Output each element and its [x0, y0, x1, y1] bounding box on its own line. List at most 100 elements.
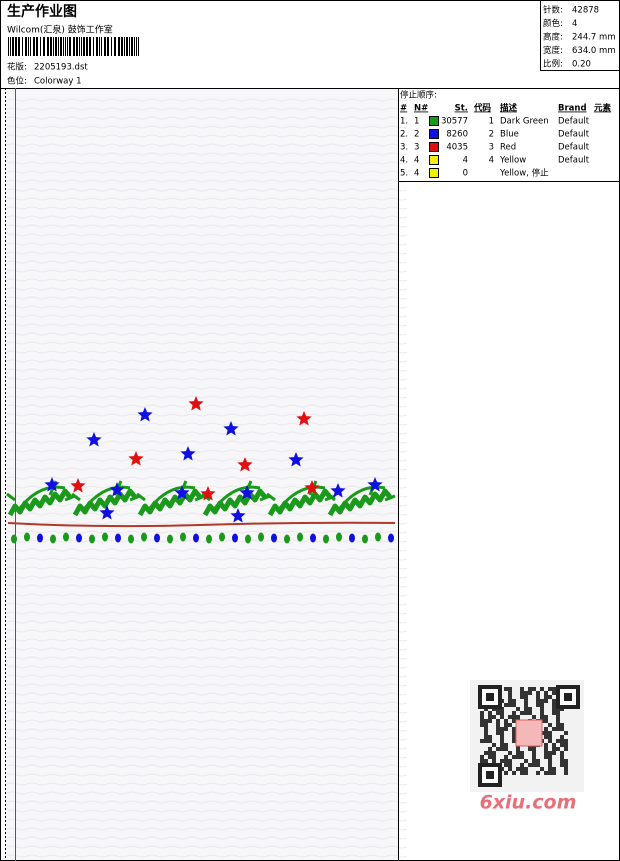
qr-cell: [564, 771, 568, 775]
qr-cell: [512, 755, 516, 759]
qr-cell: [540, 767, 544, 771]
bar: [126, 37, 128, 56]
stop-table: # N# St. 代码 描述 Brand 元素 1. 1 30577 1 Dark Green Defa…: [400, 103, 612, 179]
stat-value: 634.0 mm: [572, 46, 616, 56]
stitches: 4: [463, 156, 468, 166]
qr-cell: [520, 691, 524, 695]
leaf: [375, 532, 381, 542]
texture-line: [6, 332, 408, 336]
bar: [25, 37, 27, 56]
texture-line: [6, 134, 408, 138]
qr-cell: [484, 731, 488, 735]
texture-line: [6, 260, 408, 264]
qr-cell: [548, 755, 552, 759]
qr-cell: [504, 723, 508, 727]
qr-cell: [508, 715, 512, 719]
texture-line: [6, 602, 408, 606]
bar: [65, 37, 66, 56]
leaf: [271, 533, 277, 543]
leaf: [37, 533, 43, 543]
bar: [58, 37, 59, 56]
brand: Default: [558, 130, 590, 140]
texture-line: [6, 287, 408, 291]
bar: [40, 37, 41, 56]
qr-cell: [536, 699, 540, 703]
stitches: 8260: [446, 130, 468, 140]
qr-cell: [500, 759, 504, 763]
qr-cell: [496, 747, 500, 751]
qr-cell: [528, 763, 532, 767]
texture-line: [6, 755, 408, 759]
qr-cell: [480, 723, 484, 727]
qr-cell: [488, 755, 492, 759]
bar: [121, 37, 123, 56]
column-header: Brand: [558, 104, 587, 114]
flower: [180, 446, 196, 461]
texture-line: [6, 179, 408, 183]
qr-cell: [484, 719, 488, 723]
qr-cell: [512, 715, 516, 719]
bar: [134, 37, 135, 56]
texture-line: [6, 422, 408, 426]
flower: [200, 486, 216, 501]
qr-cell: [560, 759, 564, 763]
leaf: [323, 534, 329, 544]
needle: 1: [414, 117, 419, 127]
qr-cell: [492, 759, 496, 763]
embroidery-design: [6, 396, 396, 544]
qr-cell: [516, 755, 520, 759]
qr-cell: [512, 731, 516, 735]
table-caption: 停止顺序:: [400, 90, 437, 101]
qr-cell: [548, 739, 552, 743]
code: 3: [489, 143, 494, 153]
flower: [367, 477, 383, 492]
qr-cell: [508, 687, 512, 691]
qr-cell: [504, 771, 508, 775]
texture-line: [6, 197, 408, 201]
qr-cell: [540, 703, 544, 707]
column-header: St.: [455, 104, 468, 114]
texture-line: [6, 341, 408, 345]
texture-line: [6, 206, 408, 210]
bar: [101, 37, 102, 56]
qr-cell: [496, 719, 500, 723]
color-swatch: [429, 129, 439, 139]
qr-cell: [548, 751, 552, 755]
foliage: [83, 485, 131, 509]
qr-cell: [552, 707, 556, 711]
bar: [129, 37, 130, 56]
bar: [47, 37, 49, 56]
qr-cell: [512, 739, 516, 743]
bar: [12, 37, 14, 56]
qr-cell: [536, 763, 540, 767]
qr-cell: [508, 703, 512, 707]
qr-cell: [548, 763, 552, 767]
foliage: [327, 488, 392, 517]
qr-cell: [488, 739, 492, 743]
bar: [138, 37, 139, 56]
texture-line: [6, 170, 408, 174]
qr-cell: [520, 695, 524, 699]
texture-line: [6, 611, 408, 615]
qr-cell: [544, 727, 548, 731]
qr-cell: [532, 715, 536, 719]
qr-cell: [508, 695, 512, 699]
brand: Default: [558, 143, 590, 153]
qr-cell: [512, 719, 516, 723]
bar: [86, 37, 88, 56]
texture-line: [6, 215, 408, 219]
qr-cell: [520, 767, 524, 771]
texture-line: [6, 368, 408, 372]
stem: [7, 521, 396, 528]
qr-cell: [488, 747, 492, 751]
qr-cell: [508, 763, 512, 767]
qr-cell: [532, 763, 536, 767]
texture-line: [6, 467, 408, 471]
qr-cell: [528, 691, 532, 695]
texture-line: [6, 566, 408, 570]
texture-line: [6, 395, 408, 399]
qr-cell: [548, 735, 552, 739]
foliage: [137, 488, 202, 517]
file-label: 花版:: [7, 62, 27, 73]
qr-cell: [548, 687, 552, 691]
